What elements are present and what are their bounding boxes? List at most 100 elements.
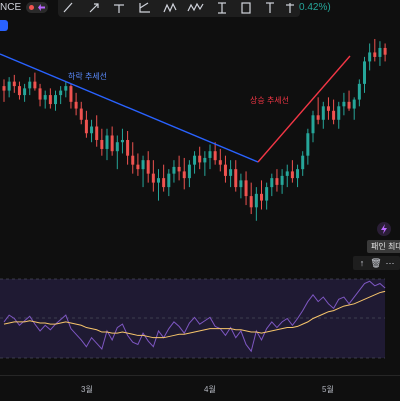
downtrend-line[interactable] <box>0 53 259 163</box>
candle-body[interactable] <box>33 81 37 89</box>
candle-body[interactable] <box>244 180 248 197</box>
candle-body[interactable] <box>162 178 166 188</box>
candle-body[interactable] <box>275 178 279 185</box>
zigzag-tool-icon[interactable] <box>163 2 177 13</box>
candle-body[interactable] <box>136 164 140 170</box>
anchor-tool-icon[interactable] <box>286 3 294 13</box>
candle-body[interactable] <box>203 157 207 163</box>
delete-icon[interactable]: 🗑 <box>370 258 382 268</box>
move-up-icon[interactable]: ↑ <box>359 258 365 268</box>
pinned-marker[interactable] <box>0 20 8 31</box>
candle-body[interactable] <box>285 171 289 176</box>
candle-body[interactable] <box>357 83 361 100</box>
arrow-tool-icon[interactable] <box>89 3 99 13</box>
candle-body[interactable] <box>126 139 130 156</box>
candle-body[interactable] <box>48 95 52 105</box>
candle-body[interactable] <box>208 151 212 158</box>
maximize-pane-label[interactable]: 패인 최대 <box>367 240 400 253</box>
indicator-toggle[interactable] <box>26 2 48 13</box>
candle-body[interactable] <box>347 101 351 109</box>
candle-body[interactable] <box>157 178 160 183</box>
wave-tool-icon[interactable] <box>187 2 204 12</box>
candle-body[interactable] <box>229 169 233 176</box>
candle-body[interactable] <box>177 166 181 172</box>
candle-body[interactable] <box>100 139 104 149</box>
candle-body[interactable] <box>7 81 11 91</box>
candle-body[interactable] <box>172 166 176 174</box>
candle-body[interactable] <box>270 178 274 188</box>
candle-body[interactable] <box>2 86 6 91</box>
pitchfork-tool-icon[interactable] <box>139 2 150 13</box>
candle-body[interactable] <box>249 196 253 208</box>
candle-body[interactable] <box>115 142 119 152</box>
candle-body[interactable] <box>352 99 356 109</box>
candle-body[interactable] <box>260 193 263 201</box>
candle-body[interactable] <box>167 173 171 188</box>
candle-body[interactable] <box>79 108 83 120</box>
candle-body[interactable] <box>131 155 135 165</box>
more-icon[interactable]: ⋯ <box>385 258 395 268</box>
candle-body[interactable] <box>151 173 155 183</box>
candle-body[interactable] <box>193 155 197 165</box>
lightning-button[interactable] <box>377 222 391 236</box>
candle-body[interactable] <box>198 155 202 163</box>
candle-body[interactable] <box>223 164 227 176</box>
candle-body[interactable] <box>218 160 222 165</box>
candle-body[interactable] <box>187 164 191 179</box>
price-range-tool-icon[interactable] <box>218 2 226 14</box>
candle-body[interactable] <box>363 61 366 84</box>
rsi-ma-line[interactable] <box>3 290 386 339</box>
shape-tool-icon[interactable] <box>241 2 251 14</box>
candle-body[interactable] <box>301 155 305 170</box>
candle-body[interactable] <box>105 135 109 149</box>
uptrend-label[interactable]: 상승 추세선 <box>250 96 290 105</box>
candle-body[interactable] <box>213 151 217 161</box>
candle-body[interactable] <box>146 160 150 174</box>
candle-body[interactable] <box>311 115 315 134</box>
candle-body[interactable] <box>74 101 78 109</box>
candle-body[interactable] <box>84 119 88 134</box>
candle-body[interactable] <box>141 160 145 170</box>
downtrend-label[interactable]: 하락 추세선 <box>68 72 108 81</box>
candle-body[interactable] <box>342 101 346 107</box>
candle-body[interactable] <box>337 106 341 120</box>
candle-body[interactable] <box>254 193 258 208</box>
candle-body[interactable] <box>28 81 32 89</box>
candle-body[interactable] <box>90 126 94 134</box>
candle-body[interactable] <box>17 86 21 96</box>
ray-tool-icon[interactable] <box>63 2 73 13</box>
symbol-label[interactable]: NCE <box>0 2 22 13</box>
candle-body[interactable] <box>306 133 310 156</box>
candle-body[interactable] <box>64 86 68 91</box>
text-tool-icon[interactable] <box>266 2 274 13</box>
time-axis[interactable]: 3월 4월 5월 <box>0 375 400 401</box>
candle-body[interactable] <box>280 175 284 185</box>
candle-body[interactable] <box>12 81 16 87</box>
candle-body[interactable] <box>182 171 186 179</box>
candle-body[interactable] <box>110 135 114 152</box>
candle-body[interactable] <box>332 110 336 120</box>
candle-body[interactable] <box>326 106 330 111</box>
candle-body[interactable] <box>69 86 73 102</box>
candle-body[interactable] <box>316 115 320 120</box>
candle-body[interactable] <box>43 95 47 100</box>
candle-body[interactable] <box>23 88 27 96</box>
candle-body[interactable] <box>373 52 377 57</box>
uptrend-line[interactable] <box>257 55 351 163</box>
candle-body[interactable] <box>265 187 269 201</box>
candle-body[interactable] <box>383 47 387 55</box>
candle-body[interactable] <box>54 95 57 105</box>
horizontal-line-tool-icon[interactable] <box>114 4 124 13</box>
candle-body[interactable] <box>95 126 99 140</box>
candle-body[interactable] <box>368 52 372 62</box>
candle-body[interactable] <box>59 90 63 96</box>
candle-body[interactable] <box>321 106 325 120</box>
candle-body[interactable] <box>290 171 294 179</box>
candle-body[interactable] <box>378 47 382 57</box>
candle-body[interactable] <box>239 180 243 188</box>
candle-body[interactable] <box>296 169 300 179</box>
candle-body[interactable] <box>38 88 42 100</box>
candle-body[interactable] <box>234 169 238 188</box>
candle-body[interactable] <box>120 139 124 143</box>
